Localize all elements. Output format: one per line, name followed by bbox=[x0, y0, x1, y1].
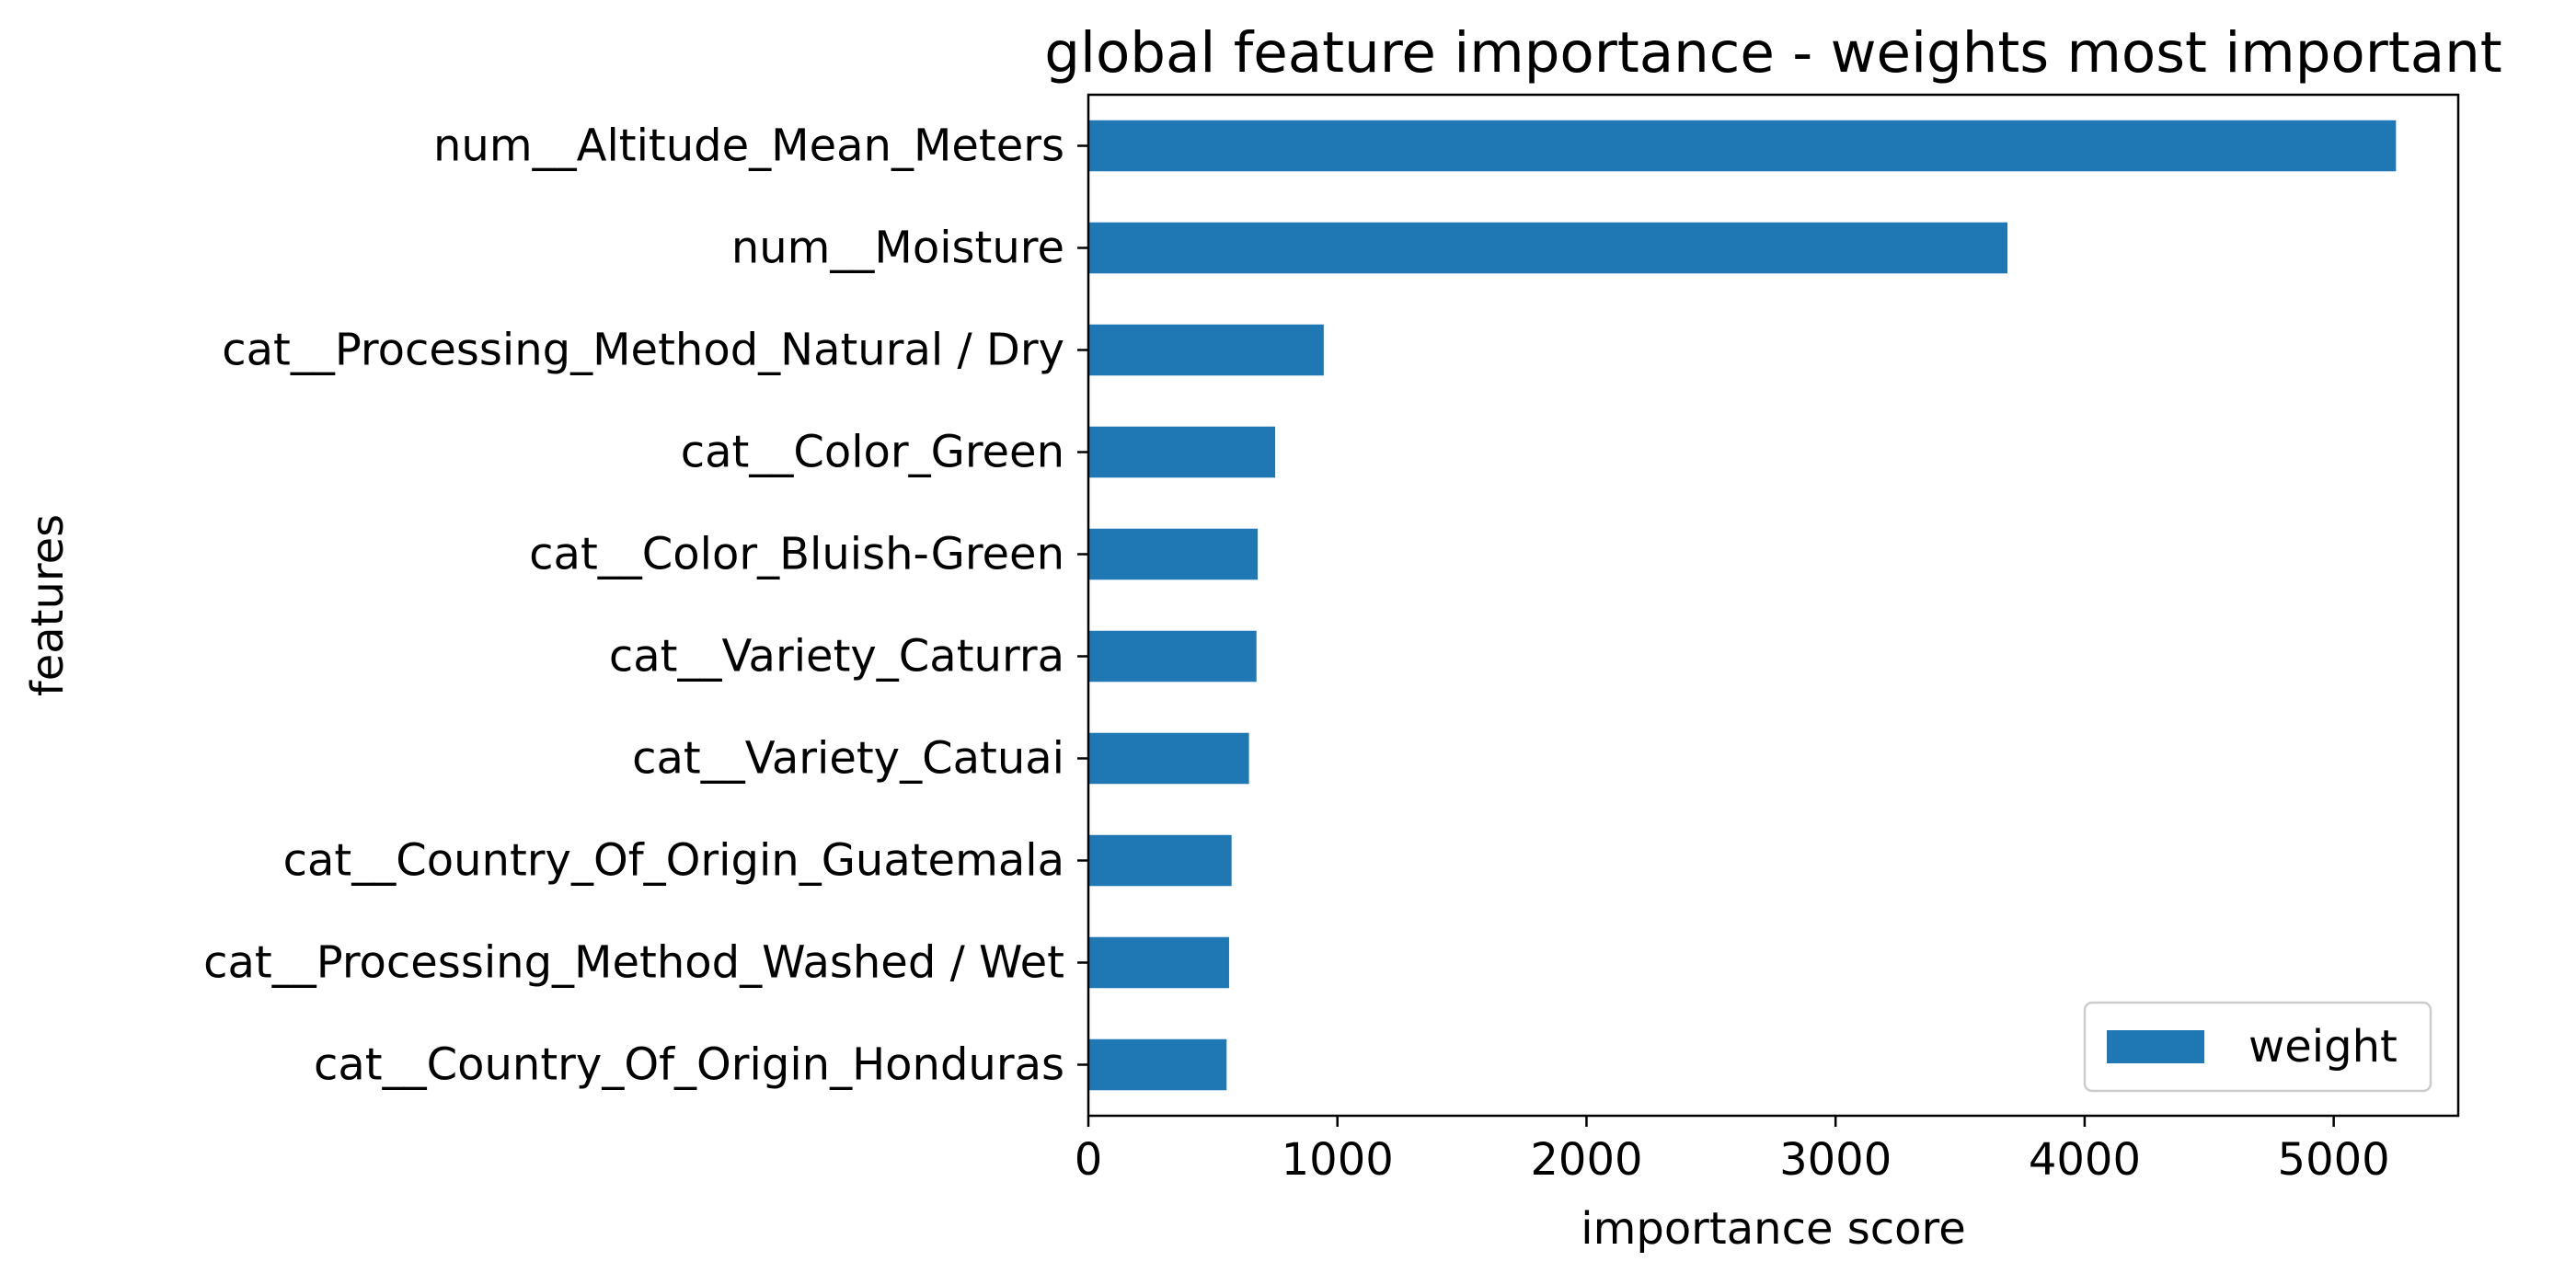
legend-box bbox=[2083, 1001, 2432, 1093]
bar bbox=[1088, 834, 1232, 887]
ticks-layer: num__Altitude_Mean_Meters num__Moistureca… bbox=[203, 120, 2390, 1187]
y-tick-label: cat__Variety_Catuai bbox=[632, 733, 1064, 785]
legend-swatch bbox=[2107, 1030, 2204, 1063]
bar bbox=[1088, 324, 1324, 376]
y-tick-label: cat__Variety_Caturra bbox=[609, 631, 1064, 683]
bar bbox=[1088, 630, 1257, 683]
y-tick-label: num__Altitude_Mean_Meters bbox=[433, 120, 1064, 172]
bar bbox=[1088, 222, 2007, 274]
y-axis-label: features bbox=[22, 514, 74, 696]
x-tick-label: 1000 bbox=[1282, 1134, 1394, 1186]
legend: weight bbox=[2083, 1001, 2432, 1093]
bar bbox=[1088, 528, 1259, 580]
bars-layer bbox=[1088, 120, 2397, 1091]
bar bbox=[1088, 426, 1276, 478]
bar bbox=[1088, 120, 2397, 172]
y-tick-label: cat__Color_Bluish-Green bbox=[529, 529, 1064, 580]
y-tick-label: cat__Processing_Method_Washed / Wet bbox=[203, 937, 1064, 989]
legend-label: weight bbox=[2248, 1021, 2398, 1073]
x-tick-label: 0 bbox=[1075, 1134, 1103, 1186]
x-tick-label: 3000 bbox=[1779, 1134, 1892, 1186]
chart-title: global feature importance - weights most… bbox=[1044, 20, 2501, 86]
x-tick-label: 4000 bbox=[2029, 1134, 2141, 1186]
x-axis-label: importance score bbox=[1581, 1203, 1965, 1255]
plot-frame bbox=[1087, 93, 2460, 1118]
y-tick-label: cat__Country_Of_Origin_Guatemala bbox=[283, 835, 1064, 887]
y-tick-label: num__Moisture bbox=[731, 223, 1064, 274]
x-tick-label: 2000 bbox=[1530, 1134, 1642, 1186]
bar bbox=[1088, 732, 1249, 785]
bar bbox=[1088, 936, 1229, 989]
bar bbox=[1088, 1038, 1227, 1091]
y-tick-label: cat__Color_Green bbox=[681, 427, 1064, 478]
y-tick-label: cat__Country_Of_Origin_Honduras bbox=[314, 1039, 1064, 1091]
y-tick-label: cat__Processing_Method_Natural / Dry bbox=[222, 325, 1064, 376]
x-tick-label: 5000 bbox=[2278, 1134, 2390, 1186]
